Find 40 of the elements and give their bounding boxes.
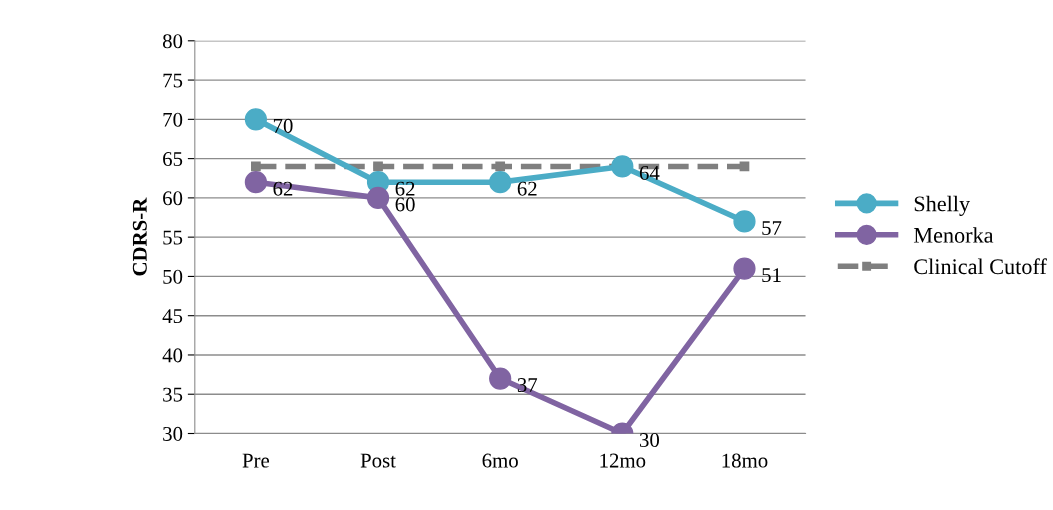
y-tick-label: 50 [163, 269, 183, 284]
y-tick-label: 60 [163, 191, 183, 206]
x-tick-label: Pre [242, 453, 270, 468]
y-tick-label: 65 [163, 152, 183, 167]
data-label: 70 [273, 118, 293, 133]
data-label: 57 [762, 221, 782, 235]
point [244, 108, 267, 131]
y-tick-label: 30 [163, 426, 183, 441]
point [733, 257, 756, 280]
y-tick-label: 70 [163, 112, 183, 127]
point [373, 161, 383, 172]
point [489, 171, 512, 194]
data-label: 60 [395, 197, 415, 212]
point [244, 171, 267, 194]
point [366, 186, 390, 209]
legend-label: Clinical Cutoff [914, 258, 1047, 275]
data-label: 64 [639, 166, 660, 181]
data-label: 62 [517, 181, 537, 196]
x-tick-label: 12mo [600, 453, 646, 468]
data-label: 62 [395, 181, 415, 196]
y-tick-label: 40 [162, 348, 183, 363]
y-tick-label: 55 [163, 230, 183, 245]
point [251, 161, 261, 172]
data-label: 51 [762, 268, 781, 283]
data-label: 37 [517, 378, 538, 393]
point [733, 210, 756, 233]
point [611, 155, 634, 178]
x-tick-label: 18mo [722, 453, 768, 468]
data-label: 30 [639, 432, 660, 448]
y-tick-label: 75 [163, 73, 183, 88]
y-tick-label: 80 [162, 34, 183, 49]
point [495, 161, 506, 172]
x-tick-label: Post [360, 453, 396, 468]
x-tick-label: 6mo [482, 453, 518, 468]
point [489, 367, 512, 390]
y-tick-label: 45 [162, 309, 183, 324]
legend-label: Shelly [914, 195, 971, 216]
y-tick-label: 35 [163, 387, 183, 402]
y-axis-title: CDRS-R [132, 197, 147, 276]
legend-label: Menorka [913, 227, 994, 243]
